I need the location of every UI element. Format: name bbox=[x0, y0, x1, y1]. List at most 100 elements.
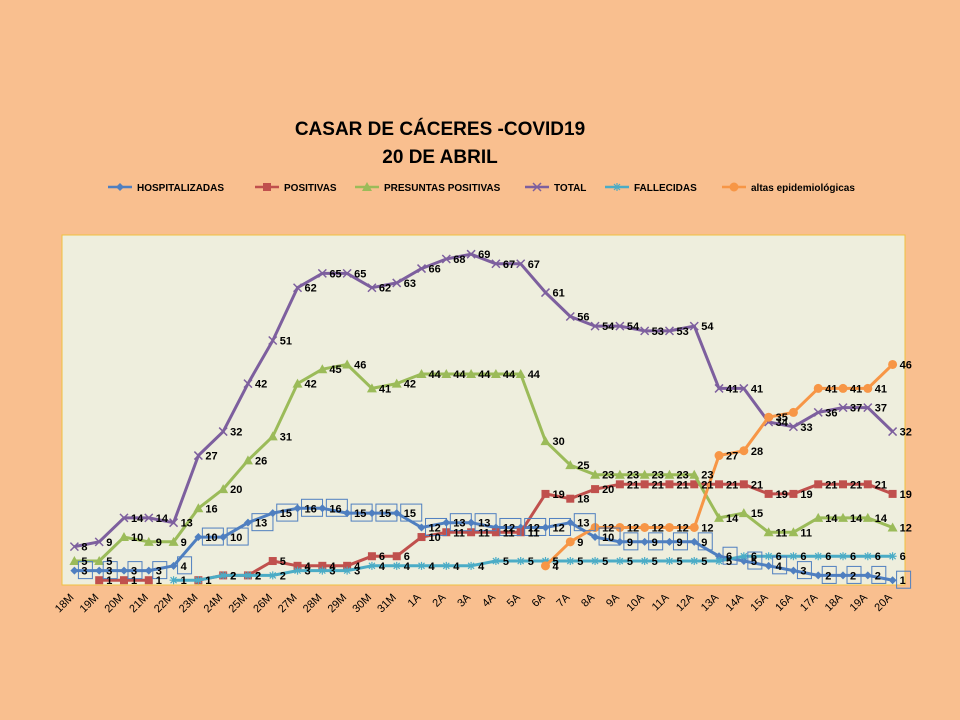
legend-marker bbox=[613, 183, 621, 191]
data-point bbox=[863, 383, 873, 393]
data-point bbox=[169, 518, 179, 528]
data-label: 63 bbox=[404, 278, 416, 290]
data-point bbox=[789, 566, 798, 575]
data-point bbox=[416, 264, 427, 274]
data-point bbox=[838, 383, 848, 393]
data-point bbox=[293, 561, 302, 570]
data-label-box bbox=[499, 517, 522, 536]
data-label-box bbox=[102, 561, 118, 580]
data-point bbox=[739, 552, 748, 561]
data-label: 37 bbox=[875, 403, 887, 415]
data-label: 26 bbox=[255, 455, 267, 467]
data-point bbox=[665, 480, 674, 489]
data-label-box bbox=[127, 561, 143, 580]
data-point bbox=[391, 378, 402, 388]
data-point bbox=[690, 537, 699, 546]
data-label: 25 bbox=[577, 460, 589, 472]
x-tick-label: 8A bbox=[579, 591, 597, 609]
data-label: 1 bbox=[205, 575, 211, 587]
data-label-box bbox=[425, 517, 448, 536]
legend-item-total: TOTAL bbox=[525, 182, 586, 194]
data-label: 3 bbox=[81, 566, 87, 578]
data-label: 4 bbox=[404, 561, 411, 573]
data-label: 54 bbox=[701, 321, 714, 333]
data-label: 3 bbox=[329, 566, 335, 578]
data-point bbox=[144, 576, 153, 585]
data-label: 56 bbox=[577, 312, 589, 324]
data-point bbox=[318, 561, 327, 570]
data-label: 12 bbox=[701, 522, 713, 534]
legend: HOSPITALIZADAS POSITIVAS PRESUNTAS POSITIV… bbox=[108, 182, 855, 194]
x-tick-label: 7A bbox=[554, 591, 572, 609]
data-label-box bbox=[276, 503, 299, 522]
data-label: 5 bbox=[503, 556, 509, 568]
data-label-box bbox=[325, 498, 348, 517]
data-point bbox=[268, 557, 277, 566]
data-point bbox=[516, 259, 526, 269]
data-label: 9 bbox=[181, 537, 187, 549]
data-label: 27 bbox=[726, 451, 738, 463]
data-point bbox=[441, 369, 452, 379]
data-label: 11 bbox=[453, 527, 465, 539]
data-label: 44 bbox=[429, 369, 442, 381]
series-line bbox=[173, 554, 893, 582]
data-label-box bbox=[449, 513, 472, 532]
data-label: 23 bbox=[652, 470, 664, 482]
data-label: 6 bbox=[875, 551, 881, 563]
data-label: 11 bbox=[503, 527, 515, 539]
data-point bbox=[838, 512, 849, 522]
data-label: 16 bbox=[329, 503, 341, 515]
data-label: 2 bbox=[825, 570, 831, 582]
data-label: 6 bbox=[726, 551, 732, 563]
data-label: 21 bbox=[825, 479, 837, 491]
data-point bbox=[764, 412, 774, 422]
x-tick-label: 5A bbox=[505, 591, 523, 609]
data-point bbox=[268, 509, 277, 518]
data-label: 13 bbox=[255, 518, 267, 530]
data-point bbox=[392, 278, 402, 288]
data-label: 15 bbox=[379, 508, 391, 520]
data-point bbox=[193, 451, 203, 461]
data-label: 1 bbox=[900, 575, 906, 587]
data-point bbox=[392, 561, 401, 570]
data-label: 41 bbox=[726, 383, 738, 395]
data-point bbox=[342, 359, 353, 369]
data-label: 2 bbox=[850, 570, 856, 582]
data-point bbox=[144, 566, 153, 575]
data-point bbox=[416, 369, 427, 379]
data-point bbox=[268, 335, 278, 346]
x-tick-label: 16A bbox=[773, 591, 796, 614]
x-tick-label: 12A bbox=[674, 591, 697, 614]
data-label: 65 bbox=[354, 268, 366, 280]
data-point bbox=[590, 321, 600, 331]
data-point bbox=[689, 469, 700, 479]
x-tick-label: 29M bbox=[326, 592, 350, 616]
data-point bbox=[417, 533, 426, 542]
data-label: 12 bbox=[676, 522, 688, 534]
data-label: 12 bbox=[503, 522, 515, 534]
data-point bbox=[813, 383, 823, 393]
data-point bbox=[888, 489, 897, 498]
data-label: 46 bbox=[900, 359, 912, 371]
data-label: 5 bbox=[652, 556, 658, 568]
x-tick-label: 20A bbox=[872, 591, 895, 614]
data-label: 14 bbox=[825, 513, 838, 525]
data-point bbox=[243, 379, 253, 389]
data-point bbox=[268, 571, 277, 580]
x-tick-label: 24M bbox=[202, 592, 226, 616]
data-label: 41 bbox=[850, 383, 862, 395]
data-label: 5 bbox=[627, 556, 633, 568]
legend-label: POSITIVAS bbox=[284, 183, 337, 194]
data-label: 1 bbox=[205, 575, 211, 587]
data-label: 5 bbox=[676, 556, 682, 568]
data-point bbox=[169, 576, 178, 585]
data-point bbox=[664, 469, 675, 479]
data-label: 37 bbox=[850, 403, 862, 415]
data-label: 12 bbox=[602, 522, 614, 534]
series-line bbox=[74, 363, 894, 563]
data-point bbox=[888, 552, 897, 561]
x-tick-label: 3A bbox=[455, 591, 473, 609]
data-label: 32 bbox=[900, 427, 912, 439]
data-label-box bbox=[301, 498, 324, 517]
